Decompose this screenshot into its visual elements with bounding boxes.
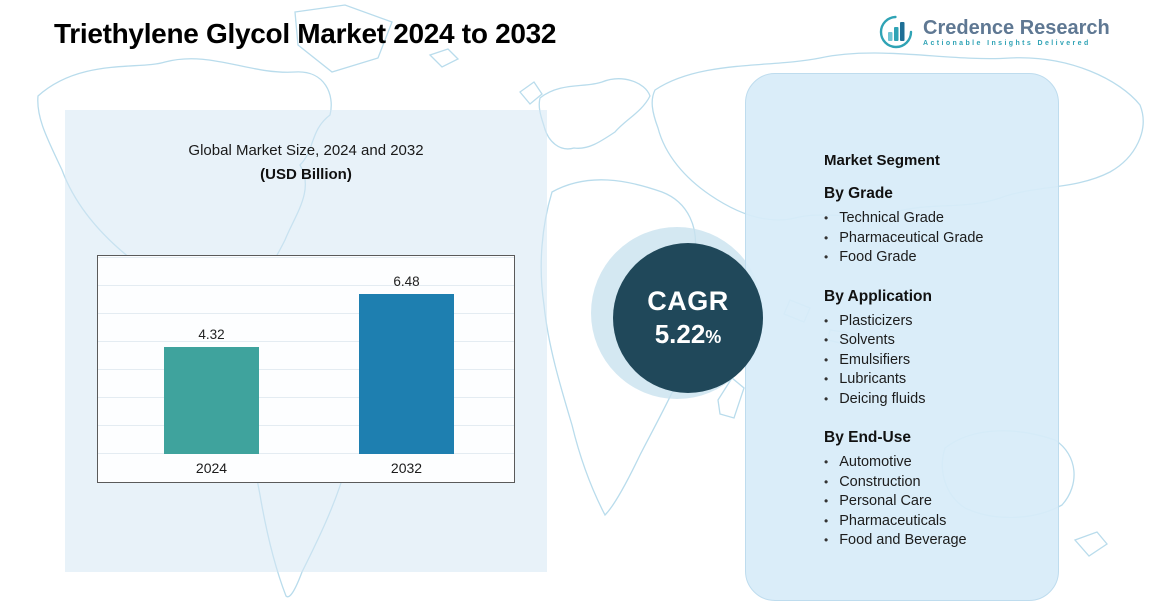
bullet-icon: • bbox=[824, 391, 829, 406]
segment-item: • Personal Care bbox=[824, 492, 1034, 512]
segment-item: • Automotive bbox=[824, 453, 1034, 473]
cagr-value: 5.22% bbox=[654, 319, 722, 349]
segment-item: • Food and Beverage bbox=[824, 531, 1034, 551]
bar-2024 bbox=[164, 347, 259, 454]
segment-item: • Deicing fluids bbox=[824, 390, 1034, 410]
segment-group-title: By Application bbox=[824, 287, 932, 305]
page-title: Triethylene Glycol Market 2024 to 2032 bbox=[54, 18, 557, 49]
cagr-label: CAGR bbox=[647, 286, 729, 316]
chart-panel: Global Market Size, 2024 and 2032 (USD B… bbox=[65, 110, 547, 572]
bar-value-2032: 6.48 bbox=[393, 273, 420, 289]
segment-item: • Plasticizers bbox=[824, 312, 1034, 332]
segment-item: • Technical Grade bbox=[824, 209, 1034, 229]
bullet-icon: • bbox=[824, 533, 829, 547]
bullet-icon: • bbox=[824, 494, 829, 508]
segment-group-title: By End-Use bbox=[824, 429, 911, 446]
bar-group-2032: 6.48 bbox=[359, 256, 454, 454]
x-axis-labels: 2024 2032 bbox=[98, 460, 514, 478]
chart-unit-label: (USD Billion) bbox=[260, 166, 352, 183]
bullet-icon: • bbox=[824, 513, 829, 528]
segment-group-title: By Grade bbox=[824, 185, 893, 202]
x-label-2032: 2032 bbox=[390, 460, 423, 476]
x-label-2024: 2024 bbox=[195, 460, 228, 476]
bullet-icon: • bbox=[824, 455, 829, 469]
segments-heading: Market Segment bbox=[824, 152, 940, 169]
segment-group-grade: By Grade • Technical Grade • Pharmaceutica… bbox=[824, 185, 1034, 268]
brand-tagline: Actionable Insights Delivered bbox=[923, 40, 1091, 47]
segment-group-end-use: By End-Use • Automotive • Construction • Pe… bbox=[824, 429, 1034, 551]
market-segment-panel: Market Segment By Grade • Technical Grade… bbox=[745, 73, 1059, 601]
bullet-icon: • bbox=[824, 372, 829, 386]
bullet-icon: • bbox=[824, 250, 829, 264]
bar-2032 bbox=[359, 293, 454, 454]
cagr-badge: CAGR 5.22% bbox=[613, 243, 763, 393]
bar-chart: 4.32 6.48 2024 2032 bbox=[97, 255, 515, 483]
bullet-icon: • bbox=[824, 333, 829, 347]
brand-logo: Credence Research Actionable Insights De… bbox=[878, 14, 1110, 50]
percent-sign: % bbox=[705, 327, 722, 347]
segment-item: • Construction bbox=[824, 473, 1034, 493]
bullet-icon: • bbox=[824, 313, 829, 328]
brand-name: Credence Research bbox=[923, 17, 1110, 39]
segment-item: • Food Grade bbox=[824, 248, 1034, 268]
segment-item: • Pharmaceuticals bbox=[824, 512, 1034, 532]
segment-item: • Emulsifiers bbox=[824, 351, 1034, 371]
chart-subtitle: Global Market Size, 2024 and 2032 bbox=[188, 142, 424, 159]
segment-item: • Solvents bbox=[824, 331, 1034, 351]
bullet-icon: • bbox=[824, 211, 829, 225]
segment-group-application: By Application • Plasticizers • Solvents •… bbox=[824, 288, 1034, 410]
segment-item: • Pharmaceutical Grade bbox=[824, 229, 1034, 249]
brand-text: Credence Research Actionable Insights De… bbox=[923, 17, 1110, 47]
plot-area: 4.32 6.48 bbox=[98, 256, 514, 454]
credence-logo-icon bbox=[879, 15, 913, 49]
bullet-icon: • bbox=[824, 230, 829, 245]
bar-group-2024: 4.32 bbox=[164, 256, 259, 454]
segment-item: • Lubricants bbox=[824, 370, 1034, 390]
bullet-icon: • bbox=[824, 474, 829, 489]
bar-value-2024: 4.32 bbox=[198, 327, 225, 343]
bullet-icon: • bbox=[824, 352, 829, 367]
